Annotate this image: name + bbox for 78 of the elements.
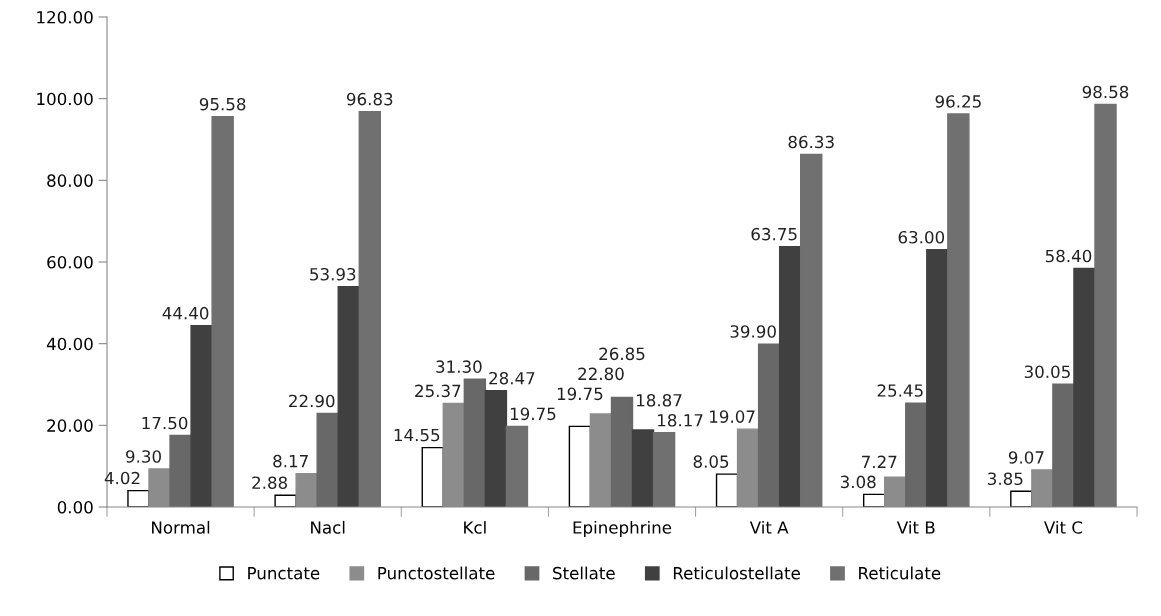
bar <box>757 343 781 507</box>
bar <box>316 412 339 507</box>
bar <box>1073 267 1096 507</box>
data-label: 22.90 <box>289 394 335 408</box>
x-tick-label: Vit B <box>896 520 935 534</box>
data-label: 31.30 <box>436 360 482 373</box>
bar <box>358 110 382 507</box>
bar <box>337 286 360 507</box>
bar <box>190 325 213 507</box>
bar <box>778 245 802 507</box>
y-tick-label: 120.00 <box>37 10 93 24</box>
bar <box>211 116 234 507</box>
legend-label: Reticulostellate <box>673 566 800 580</box>
y-tick-label: 100.00 <box>37 92 93 106</box>
data-label: 9.30 <box>126 450 161 463</box>
data-label: 26.85 <box>599 347 645 361</box>
data-label: 44.40 <box>162 306 209 320</box>
data-label: 22.80 <box>578 367 624 381</box>
data-label: 3.08 <box>840 475 876 489</box>
data-label: 96.83 <box>346 92 393 106</box>
data-label: 17.50 <box>142 416 188 430</box>
bar <box>652 432 676 507</box>
data-label: 8.05 <box>693 455 729 468</box>
data-label: 9.07 <box>1008 451 1044 464</box>
x-tick-label: Vit C <box>1044 520 1083 534</box>
bar <box>947 113 970 507</box>
bar <box>926 249 949 507</box>
bar <box>463 378 487 507</box>
data-label: 3.85 <box>988 472 1023 486</box>
bar <box>505 425 529 507</box>
y-tick-label: 60.00 <box>47 255 93 269</box>
data-label: 30.05 <box>1024 365 1070 379</box>
data-label: 28.47 <box>489 371 535 385</box>
data-label: 2.88 <box>252 476 288 490</box>
bar <box>421 446 444 507</box>
bar <box>800 153 823 507</box>
y-tick-label: 20.00 <box>47 419 93 432</box>
data-label: 95.58 <box>199 97 246 111</box>
y-tick-label: 40.00 <box>46 337 93 351</box>
bar <box>610 396 634 507</box>
bar <box>169 434 192 507</box>
bar <box>568 425 592 507</box>
y-tick-label: 80.00 <box>47 174 93 187</box>
data-label: 14.55 <box>394 428 440 442</box>
data-label: 18.87 <box>637 393 682 407</box>
bar <box>631 429 655 507</box>
data-label: 63.75 <box>751 227 797 241</box>
x-tick-label: Epinephrine <box>573 520 672 538</box>
data-label: 58.40 <box>1045 249 1092 263</box>
data-label: 25.45 <box>877 384 923 397</box>
bar <box>905 402 928 507</box>
x-tick-label: Kcl <box>464 520 486 534</box>
data-label: 96.25 <box>935 95 981 108</box>
data-label: 39.90 <box>730 325 776 338</box>
data-label: 98.58 <box>1082 85 1129 99</box>
data-label: 63.00 <box>898 230 945 244</box>
bar <box>1094 103 1117 507</box>
bar <box>715 473 739 507</box>
legend-label: Punctostellate <box>378 566 495 580</box>
data-label: 19.75 <box>557 387 603 401</box>
data-label: 18.17 <box>658 413 703 427</box>
x-tick-label: Normal <box>152 520 210 534</box>
data-label: 19.75 <box>510 407 556 421</box>
data-label: 19.07 <box>710 410 755 423</box>
x-tick-label: Nacl <box>311 520 345 534</box>
data-label: 4.02 <box>104 471 140 485</box>
data-label: 25.37 <box>415 384 461 398</box>
y-tick-label: 0.00 <box>57 500 93 514</box>
data-label: 53.93 <box>310 267 356 281</box>
legend-label: Punctate <box>248 567 320 580</box>
legend-label: Reticulate <box>859 566 941 580</box>
data-label: 86.33 <box>788 135 834 149</box>
data-label: 7.27 <box>862 455 897 468</box>
bar <box>1052 383 1075 507</box>
bar <box>484 390 508 507</box>
data-label: 8.17 <box>273 454 308 468</box>
legend-label: Stellate <box>553 566 615 580</box>
x-tick-label: Vit A <box>749 520 789 534</box>
